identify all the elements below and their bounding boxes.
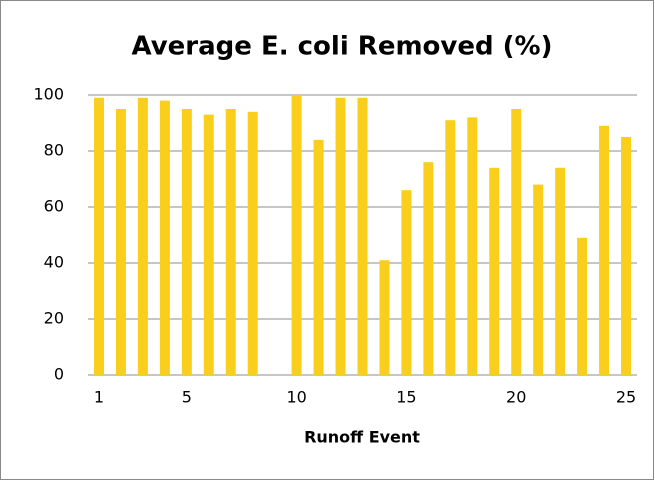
y-tick-label: 0 — [54, 365, 64, 384]
bar — [445, 120, 456, 375]
y-tick-label: 40 — [44, 253, 64, 272]
bar — [621, 137, 632, 375]
bar — [335, 97, 346, 376]
bar — [291, 95, 302, 375]
x-tick-label: 20 — [506, 388, 526, 407]
bar — [181, 109, 192, 375]
x-tick-label: 1 — [94, 388, 104, 407]
y-tick-label: 100 — [33, 85, 64, 104]
x-tick-label: 15 — [396, 388, 416, 407]
bar — [599, 125, 610, 375]
bar — [115, 109, 126, 375]
bar — [225, 109, 236, 375]
bar — [489, 167, 500, 375]
bar — [533, 184, 544, 375]
bar — [511, 109, 522, 375]
bar — [423, 162, 434, 375]
bar — [401, 190, 412, 375]
bar — [577, 237, 588, 375]
chart-title: Average E. coli Removed (%) — [132, 32, 553, 62]
bar — [357, 97, 368, 376]
x-tick-label: 5 — [182, 388, 192, 407]
y-tick-label: 60 — [44, 197, 64, 216]
y-tick-label: 20 — [44, 309, 64, 328]
bar — [159, 100, 170, 375]
bar — [467, 117, 478, 376]
bar — [93, 97, 104, 376]
bar — [203, 114, 214, 375]
bar — [555, 167, 566, 375]
x-axis-title: Runoff Event — [304, 428, 420, 447]
x-tick-label: 10 — [286, 388, 306, 407]
x-tick-label: 25 — [616, 388, 636, 407]
y-tick-label: 80 — [44, 141, 64, 160]
bar — [379, 260, 390, 375]
bar — [137, 97, 148, 376]
bar — [313, 139, 324, 375]
bar — [247, 111, 258, 376]
